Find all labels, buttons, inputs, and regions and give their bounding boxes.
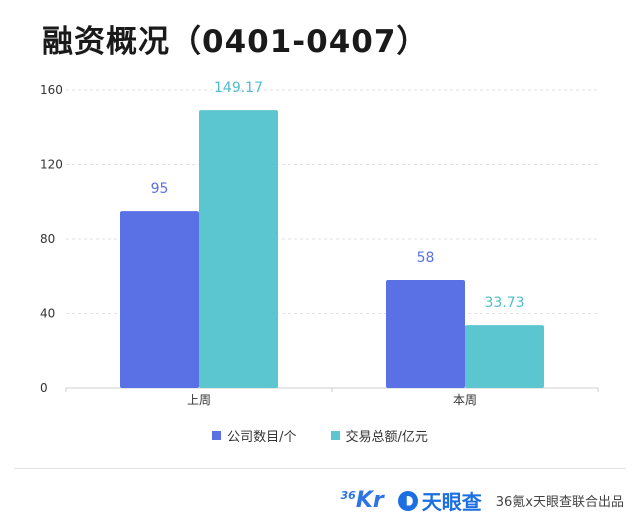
logo-tianyancha: 天眼查 <box>397 486 482 515</box>
x-category-label: 上周 <box>187 393 211 407</box>
data-label: 33.73 <box>484 295 524 311</box>
x-category-label: 本周 <box>453 393 477 407</box>
y-tick-label: 80 <box>40 232 55 246</box>
chart-legend: 公司数目/个 交易总额/亿元 <box>0 426 640 445</box>
y-tick-label: 0 <box>40 381 48 395</box>
footer-divider <box>14 468 626 469</box>
page-title: 融资概况（0401-0407） <box>42 24 429 60</box>
footer-credit: 36氪x天眼查联合出品 <box>495 495 624 510</box>
bar-amount <box>199 110 278 389</box>
legend-swatch-companies <box>212 431 222 440</box>
legend-swatch-amount <box>330 431 340 440</box>
tianyancha-logo-icon <box>397 490 418 511</box>
tianyancha-logo-text: 天眼查 <box>421 490 482 514</box>
legend-label-amount: 交易总额/亿元 <box>345 430 428 445</box>
data-label: 95 <box>151 181 169 197</box>
y-tick-label: 120 <box>40 158 63 172</box>
footer: 36 Kr 天眼查 36氪x天眼查联合出品 <box>341 486 624 515</box>
y-tick-label: 40 <box>40 307 55 321</box>
legend-item-companies[interactable]: 公司数目/个 <box>212 426 297 445</box>
logo-36kr: 36 Kr <box>340 487 384 513</box>
bar-companies <box>386 279 465 388</box>
data-label: 149.17 <box>214 80 263 96</box>
data-label: 58 <box>417 250 435 266</box>
y-tick-label: 160 <box>40 83 63 97</box>
logo-36kr-text: Kr <box>355 487 384 513</box>
legend-label-companies: 公司数目/个 <box>227 430 297 445</box>
legend-item-amount[interactable]: 交易总额/亿元 <box>330 426 428 445</box>
bar-amount <box>465 325 544 388</box>
logo-36kr-number: 36 <box>340 488 356 502</box>
bar-chart: 0 40 80 120 160 上周 95 149.17 本周 58 33.73 <box>40 80 599 407</box>
bar-companies <box>120 211 199 388</box>
